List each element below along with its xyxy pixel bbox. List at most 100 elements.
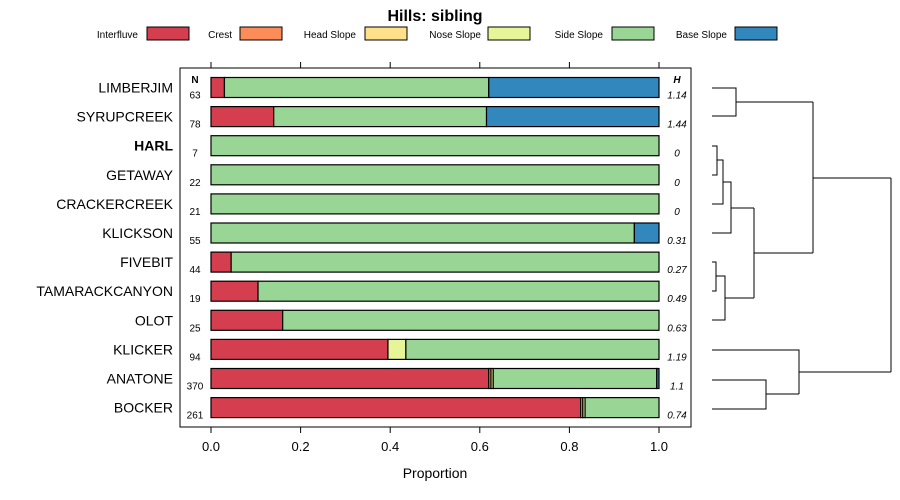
row-n-value: 370	[187, 382, 204, 393]
row-klickson: KLICKSON 55 0.31	[102, 222, 687, 247]
row-n-value: 78	[189, 120, 201, 131]
row-n-value: 21	[189, 207, 201, 218]
legend: Interfluve Crest Head Slope Nose Slope Side …	[97, 26, 778, 41]
row-label: TAMARACKCANYON	[36, 283, 173, 299]
row-h-value: 1.19	[667, 352, 687, 363]
legend-label-nose-slope: Nose Slope	[429, 30, 481, 41]
row-label: OLOT	[135, 312, 174, 328]
bar-segment-side-slope	[223, 76, 490, 99]
legend-label-crest: Crest	[208, 30, 232, 41]
bar-segment-side-slope	[405, 338, 660, 360]
bar-segment-interfluve	[210, 251, 232, 273]
legend-swatch-head-slope	[364, 26, 408, 41]
row-label: FIVEBIT	[120, 254, 173, 270]
row-n-value: 7	[192, 149, 198, 160]
row-label: ANATONE	[107, 371, 173, 387]
bar-segment-nose-slope	[387, 338, 407, 360]
row-h-value: 0	[674, 149, 680, 160]
row-n-value: 44	[189, 265, 201, 276]
row-klicker: KLICKER 94 1.19	[113, 338, 687, 363]
bar-segment-interfluve	[210, 338, 389, 360]
row-h-value: 0.49	[667, 294, 687, 305]
bar-segment-side-slope	[282, 309, 660, 331]
x-tick-label: 0.4	[381, 439, 399, 454]
bar-segment-base-slope	[485, 105, 660, 128]
bar-segment-side-slope	[230, 251, 660, 273]
x-tick-label: 0.8	[560, 439, 578, 454]
legend-label-interfluve: Interfluve	[97, 30, 139, 41]
dendrogram-branch	[712, 145, 754, 234]
dendrogram-branch	[812, 102, 891, 253]
row-h-value: 0	[674, 207, 680, 218]
legend-swatch-base-slope	[734, 26, 778, 41]
row-h-value: 0.74	[667, 411, 687, 422]
row-tamarackcanyon: TAMARACKCANYON 19 0.49	[36, 280, 687, 305]
legend-label-base-slope: Base Slope	[676, 30, 728, 41]
row-n-value: 19	[189, 294, 201, 305]
dendrogram-branch	[712, 261, 754, 321]
row-h-value: 0.27	[667, 265, 687, 276]
h-header: H	[673, 75, 681, 86]
dendrogram	[712, 87, 892, 410]
row-n-value: 55	[189, 236, 201, 247]
row-h-value: 1.44	[667, 120, 687, 131]
x-tick-label: 1.0	[650, 439, 668, 454]
row-bocker: BOCKER 261 0.74	[114, 397, 687, 422]
dendrogram-branch	[712, 87, 813, 117]
chart-title: Hills: sibling	[387, 8, 482, 25]
bar-segment-side-slope	[210, 222, 635, 244]
bar-segment-side-slope	[210, 164, 660, 186]
row-label: KLICKER	[113, 341, 173, 357]
n-header: N	[191, 75, 198, 86]
row-label: LIMBERJIM	[98, 80, 173, 96]
bar-segment-interfluve	[210, 76, 226, 99]
row-label: GETAWAY	[106, 167, 174, 183]
dendrogram-branch	[753, 208, 813, 298]
row-limberjim: LIMBERJIM 63 1.14	[98, 76, 687, 102]
plot-frame	[179, 67, 692, 428]
row-n-value: 22	[189, 178, 201, 189]
bar-segment-side-slope	[257, 280, 660, 302]
bar-segment-interfluve	[210, 367, 490, 390]
bar-segment-side-slope	[210, 193, 660, 215]
row-n-value: 94	[189, 352, 201, 363]
row-label: SYRUPCREEK	[77, 109, 174, 125]
x-tick-label: 0.0	[202, 439, 220, 454]
dendrogram-branch	[712, 349, 891, 410]
row-crackercreek: CRACKERCREEK 21 0	[56, 193, 680, 218]
bar-segment-base-slope	[633, 222, 660, 244]
bar-segment-interfluve	[210, 105, 275, 128]
bar-segment-side-slope	[273, 105, 488, 128]
row-label: CRACKERCREEK	[56, 196, 173, 212]
legend-swatch-crest	[239, 26, 283, 41]
row-label: HARL	[134, 138, 173, 154]
row-fivebit: FIVEBIT 44 0.27	[120, 251, 687, 276]
legend-label-head-slope: Head Slope	[304, 30, 357, 41]
bar-segment-base-slope	[488, 76, 660, 99]
row-anatone: ANATONE 370 1.1	[107, 367, 684, 393]
bar-segment-side-slope	[210, 135, 660, 157]
bar-segment-interfluve	[210, 280, 259, 302]
row-h-value: 0.31	[667, 236, 686, 247]
row-syrupcreek: SYRUPCREEK 78 1.44	[77, 105, 687, 131]
bar-segment-side-slope	[584, 397, 660, 419]
bar-segment-interfluve	[210, 397, 582, 419]
bar-segment-side-slope	[492, 367, 658, 390]
row-olot: OLOT 25 0.63	[135, 309, 687, 334]
legend-swatch-interfluve	[146, 26, 190, 41]
row-label: KLICKSON	[102, 225, 173, 241]
legend-label-side-slope: Side Slope	[555, 30, 604, 41]
row-n-value: 261	[187, 411, 204, 422]
row-n-value: 25	[189, 323, 201, 334]
bar-segment-interfluve	[210, 309, 284, 331]
row-label: BOCKER	[114, 400, 173, 416]
x-axis: 0.0 0.2 0.4 0.6 0.8 1.0	[202, 62, 668, 454]
x-tick-label: 0.2	[292, 439, 310, 454]
row-h-value: 0.63	[667, 323, 687, 334]
row-getaway: GETAWAY 22 0	[106, 164, 680, 189]
x-tick-label: 0.6	[471, 439, 489, 454]
row-h-value: 1.1	[670, 382, 684, 393]
legend-swatch-nose-slope	[487, 26, 531, 41]
